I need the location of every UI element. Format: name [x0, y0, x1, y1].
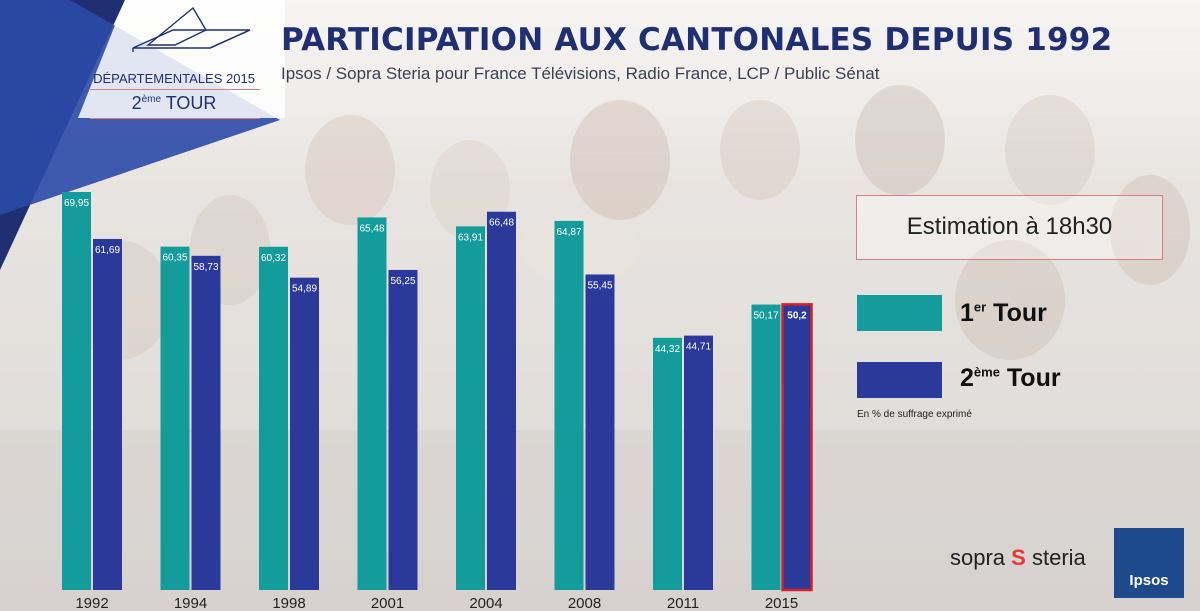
legend-round2-word: Tour — [999, 364, 1061, 392]
legend-round1-word: Tour — [986, 299, 1047, 327]
sopra-steria-logo: sopra S steria — [950, 545, 1086, 571]
page-title: PARTICIPATION AUX CANTONALES DEPUIS 1992 — [281, 22, 1113, 58]
data-label-round1-2011: 44,32 — [655, 344, 680, 355]
x-tick-label-2011: 2011 — [667, 595, 699, 611]
badge-round-sup: ème — [141, 94, 162, 105]
x-tick-label-1992: 1992 — [75, 595, 108, 611]
sopra-logo-left: sopra — [950, 545, 1006, 570]
badge-round-number: 2 — [131, 93, 142, 113]
data-label-round1-1998: 60,32 — [261, 253, 286, 264]
data-label-round2-2015: 50,2 — [787, 310, 807, 321]
data-label-round1-2008: 64,87 — [556, 227, 581, 238]
data-label-round2-2001: 56,25 — [390, 276, 415, 287]
x-tick-label-1998: 1998 — [272, 595, 305, 611]
legend-swatch-round1 — [857, 295, 942, 331]
bar-round2-2015 — [781, 303, 813, 592]
badge-rule-top — [90, 89, 260, 90]
bar-round2-2001 — [388, 269, 418, 590]
data-label-round2-2008: 55,45 — [587, 281, 612, 292]
x-tick-label-2015: 2015 — [765, 595, 798, 611]
data-label-round1-2001: 65,48 — [359, 223, 384, 234]
legend-round1-sup: er — [973, 299, 987, 315]
bar-round1-2015 — [751, 304, 781, 590]
bar-round2-2011 — [684, 335, 713, 590]
page-subtitle: Ipsos / Sopra Steria pour France Télévis… — [281, 64, 880, 83]
ipsos-logo — [1114, 528, 1184, 598]
legend-note: En % de suffrage exprimé — [857, 409, 972, 420]
data-label-round1-2004: 63,91 — [458, 232, 483, 243]
legend-round2-sup: ème — [973, 364, 1000, 380]
bar-round2-1994 — [191, 255, 221, 591]
badge-election-name: DÉPARTEMENTALES 2015 — [93, 71, 255, 86]
data-label-round2-1994: 58,73 — [193, 262, 218, 273]
estimate-label: Estimation à 18h30 — [906, 213, 1113, 240]
badge-rule-bottom — [90, 118, 260, 119]
legend-swatch-round2 — [857, 362, 942, 398]
data-label-round1-1992: 69,95 — [64, 198, 89, 209]
legend-label-round2: 2ème Tour — [960, 364, 1061, 393]
bar-round1-2008 — [554, 220, 584, 591]
sopra-logo-right: steria — [1031, 545, 1086, 570]
data-label-round2-2004: 66,48 — [489, 218, 514, 229]
bar-round1-2001 — [357, 217, 387, 591]
bar-round1-1994 — [160, 246, 190, 590]
data-label-round2-1998: 54,89 — [292, 284, 317, 295]
bar-round2-1992 — [93, 238, 122, 591]
data-label-round2-1992: 61,69 — [95, 245, 120, 256]
legend-label-round1: 1er Tour — [960, 299, 1047, 328]
data-label-round1-2015: 50,17 — [753, 311, 778, 322]
data-label-round1-1994: 60,35 — [162, 253, 187, 264]
sopra-logo-mark: S — [1011, 545, 1026, 570]
bar-round1-1998 — [259, 246, 288, 590]
bar-round2-2004 — [487, 211, 516, 590]
x-tick-label-2004: 2004 — [469, 595, 502, 611]
bar-round2-2008 — [585, 274, 615, 590]
ipsos-logo-text: Ipsos — [1129, 572, 1169, 589]
ballot-box-icon — [132, 6, 251, 52]
x-tick-label-1994: 1994 — [174, 595, 207, 611]
bar-round1-1992 — [62, 192, 91, 590]
badge-round: 2ème TOUR — [89, 93, 259, 114]
legend-round1-num: 1 — [960, 299, 974, 327]
bar-round1-2004 — [456, 226, 485, 590]
x-tick-label-2008: 2008 — [568, 595, 601, 611]
badge-round-word: TOUR — [161, 93, 217, 113]
bar-round1-2011 — [653, 337, 682, 590]
bar-round2-1998 — [290, 277, 319, 590]
legend-round2-num: 2 — [960, 364, 974, 392]
x-tick-label-2001: 2001 — [371, 595, 404, 611]
data-label-round2-2011: 44,71 — [686, 342, 711, 353]
estimate-box — [856, 195, 1163, 260]
